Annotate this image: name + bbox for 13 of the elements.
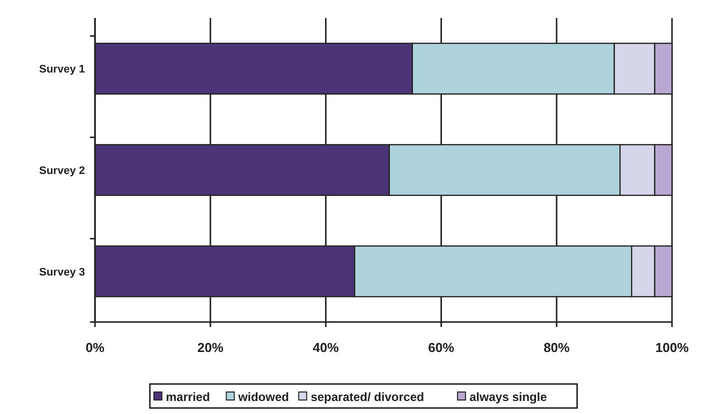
- x-tick-label: 100%: [655, 340, 690, 355]
- x-tick-label: 20%: [197, 340, 224, 355]
- x-tick-label: 80%: [544, 340, 570, 355]
- y-tick-label: Survey 3: [39, 266, 85, 278]
- legend-label: separated/ divorced: [310, 390, 424, 404]
- legend-label: widowed: [237, 390, 289, 404]
- x-tick-label: 60%: [428, 340, 455, 355]
- legend-label: married: [166, 390, 210, 404]
- y-tick-label: Survey 1: [39, 64, 85, 76]
- y-tick-label: Survey 2: [39, 165, 85, 177]
- x-tick-label: 0%: [86, 340, 105, 355]
- legend-label: always single: [470, 390, 548, 404]
- x-tick-label: 40%: [312, 340, 340, 355]
